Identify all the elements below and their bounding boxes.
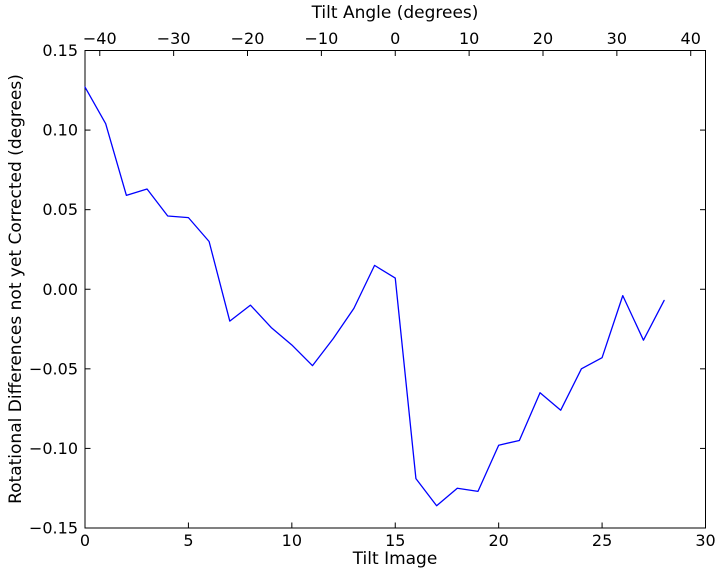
top-x-tick-label: −10 xyxy=(304,29,338,48)
top-x-tick-label: −40 xyxy=(83,29,117,48)
x-tick-label: 10 xyxy=(282,531,302,550)
x-tick-label: 30 xyxy=(695,531,715,550)
y-tick-label: −0.15 xyxy=(29,519,78,538)
x-tick-label: 20 xyxy=(488,531,508,550)
y-axis-label: Rotational Differences not yet Corrected… xyxy=(6,74,26,504)
x-tick-label: 15 xyxy=(385,531,405,550)
x-tick-label: 0 xyxy=(80,531,90,550)
y-tick-label: −0.10 xyxy=(29,439,78,458)
top-x-tick-label: 30 xyxy=(607,29,627,48)
x-tick-label: 5 xyxy=(183,531,193,550)
x-axis-label: Tilt Image xyxy=(352,549,438,569)
top-x-tick-label: 20 xyxy=(533,29,553,48)
top-x-tick-label: −20 xyxy=(231,29,265,48)
plot-frame xyxy=(84,50,706,529)
y-tick-label: 0.00 xyxy=(42,280,78,299)
y-tick-label: −0.05 xyxy=(29,359,78,378)
data-line xyxy=(84,86,665,507)
top-x-tick-label: 40 xyxy=(681,29,701,48)
top-x-tick-label: 0 xyxy=(390,29,400,48)
top-x-tick-label: −30 xyxy=(157,29,191,48)
y-tick-label: 0.10 xyxy=(42,121,78,140)
top-x-tick-label: 10 xyxy=(459,29,479,48)
y-tick-label: 0.15 xyxy=(42,41,78,60)
y-tick-label: 0.05 xyxy=(42,200,78,219)
x-tick-label: 25 xyxy=(592,531,612,550)
top-x-axis-label: Tilt Angle (degrees) xyxy=(311,3,479,23)
